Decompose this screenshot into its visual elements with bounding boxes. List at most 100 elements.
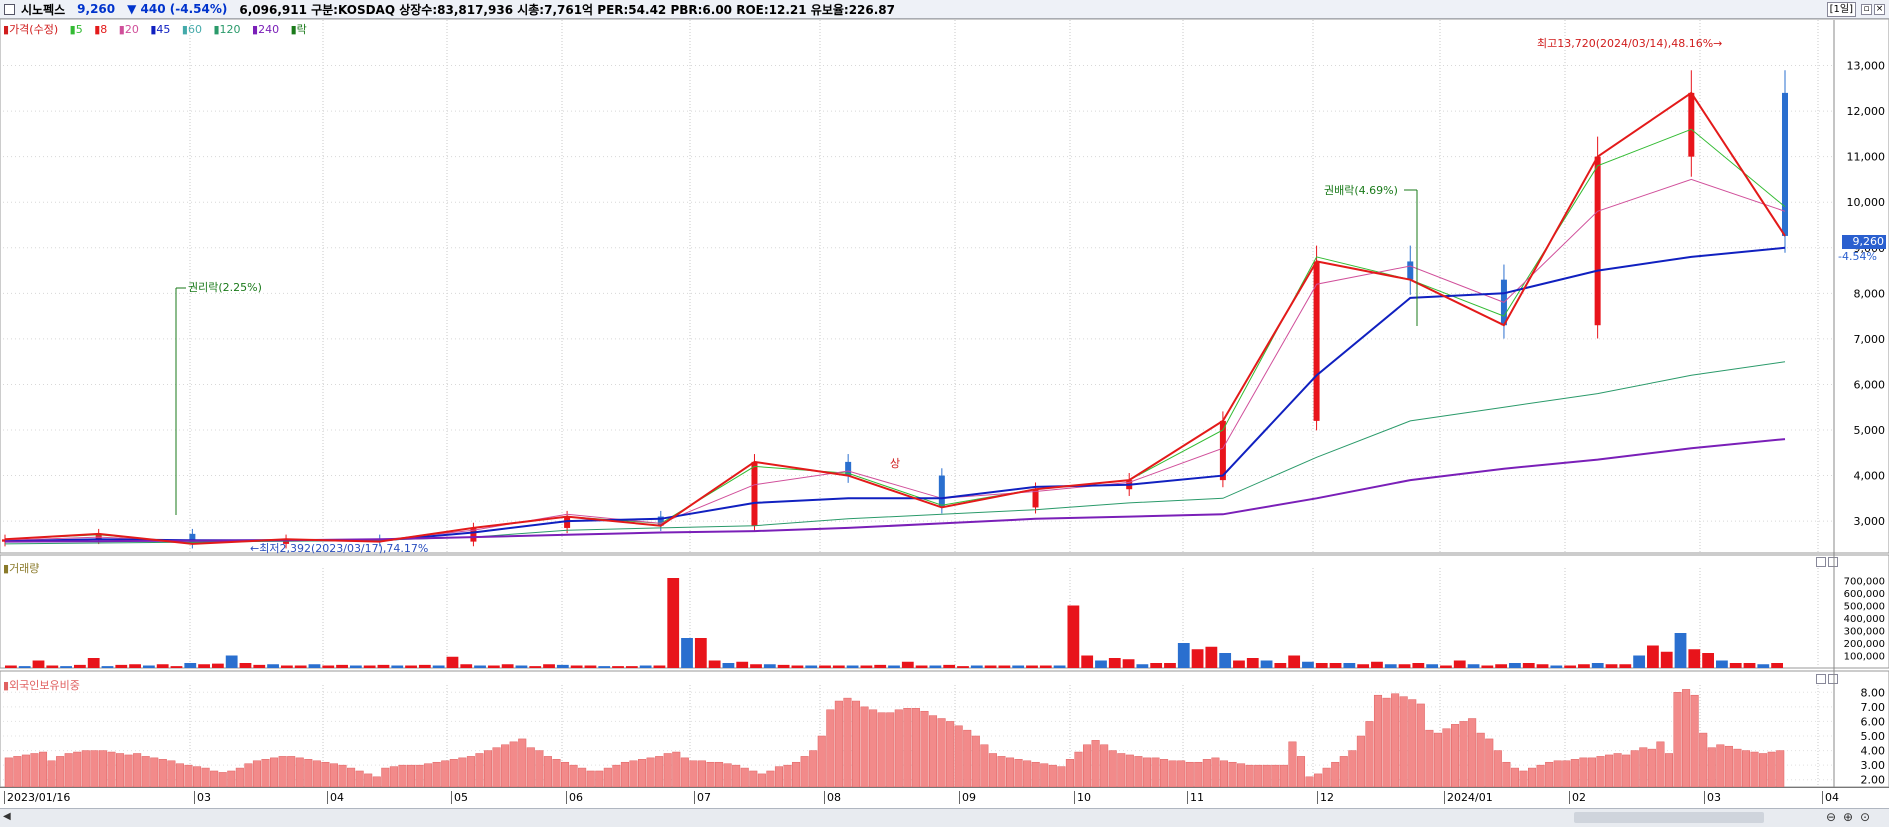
volume-bar xyxy=(129,664,141,668)
scroll-left-icon[interactable]: ◀ xyxy=(3,811,11,822)
foreign-bar xyxy=(1306,777,1314,787)
foreign-bar xyxy=(133,753,141,787)
foreign-bar xyxy=(1058,767,1066,787)
volume-bar xyxy=(943,665,955,668)
volume-bar xyxy=(1150,663,1162,668)
volume-y-tick: 600,000 xyxy=(1844,589,1885,600)
foreign-bar xyxy=(5,758,13,787)
foreign-bar xyxy=(313,761,321,787)
foreign-bar xyxy=(852,701,860,787)
x-tick-label: 03 xyxy=(194,791,211,804)
foreign-bar xyxy=(690,761,698,787)
foreign-bar xyxy=(441,761,449,787)
volume-bar xyxy=(1219,653,1231,668)
foreign-bar xyxy=(1023,761,1031,787)
foreign-bar xyxy=(1092,740,1100,787)
price-y-tick: 10,000 xyxy=(1847,196,1886,209)
volume-bar xyxy=(1330,663,1342,668)
foreign-bar xyxy=(1725,746,1733,787)
volume-y-tick: 300,000 xyxy=(1844,627,1885,638)
foreign-bar xyxy=(1588,758,1596,787)
volume-bar xyxy=(1702,653,1714,668)
foreign-bar xyxy=(784,765,792,787)
ma-line-20 xyxy=(5,179,1785,541)
foreign-bar xyxy=(91,751,99,787)
volume-y-tick: 500,000 xyxy=(1844,602,1885,613)
foreign-bar xyxy=(792,762,800,787)
zoom-in-icon[interactable]: ⊕ xyxy=(1843,810,1853,824)
ma-line-45 xyxy=(5,248,1785,541)
foreign-bar xyxy=(202,768,210,787)
foreign-bar xyxy=(655,756,663,787)
foreign-bar xyxy=(407,765,415,787)
foreign-bar xyxy=(373,777,381,787)
foreign-bar xyxy=(604,768,612,787)
x-tick-label: 12 xyxy=(1317,791,1334,804)
volume-bar xyxy=(1412,663,1424,668)
volume-bar xyxy=(1399,664,1411,668)
foreign-bar xyxy=(1545,762,1553,787)
volume-bar xyxy=(419,665,431,668)
foreign-bar xyxy=(1297,756,1305,787)
foreign-bar xyxy=(493,748,501,787)
foreign-bar xyxy=(527,748,535,787)
volume-bar xyxy=(102,666,114,668)
foreign-bar xyxy=(1177,761,1185,787)
volume-bar xyxy=(1233,661,1245,669)
zoom-out-icon[interactable]: ⊖ xyxy=(1826,810,1836,824)
foreign-bar xyxy=(14,756,22,787)
foreign-bar xyxy=(168,761,176,787)
ma-line-8 xyxy=(5,93,1785,544)
upper-limit-annotation: 상 xyxy=(890,455,900,471)
scroll-thumb[interactable] xyxy=(1574,812,1764,823)
volume-bar xyxy=(460,664,472,668)
foreign-bar xyxy=(972,736,980,787)
foreign-bar xyxy=(1220,761,1228,787)
volume-bar xyxy=(1357,664,1369,668)
volume-y-tick: 400,000 xyxy=(1844,614,1885,625)
volume-bar xyxy=(557,665,569,668)
foreign-bar xyxy=(1554,761,1562,787)
volume-bar xyxy=(1481,666,1493,669)
low-annotation: ←최저2,392(2023/03/17),74.17% xyxy=(250,540,428,556)
price-candle xyxy=(1595,157,1601,326)
foreign-bar xyxy=(998,756,1006,787)
foreign-bar xyxy=(553,759,561,787)
foreign-bar xyxy=(364,774,372,787)
foreign-bar xyxy=(1195,762,1203,787)
foreign-bar xyxy=(758,774,766,787)
volume-bar xyxy=(474,666,486,669)
price-candle xyxy=(1314,261,1320,420)
foreign-bar xyxy=(1520,771,1528,787)
foreign-bar xyxy=(142,756,150,787)
volume-bar xyxy=(1771,663,1783,668)
volume-bar xyxy=(433,666,445,669)
foreign-bar xyxy=(1528,768,1536,787)
foreign-bar xyxy=(570,765,578,787)
foreign-bar xyxy=(228,771,236,787)
ma-line-5 xyxy=(5,129,1785,543)
x-tick-label: 11 xyxy=(1187,791,1204,804)
foreign-bar xyxy=(253,761,261,787)
volume-bar xyxy=(1537,664,1549,668)
volume-bar xyxy=(240,663,252,668)
foreign-bar xyxy=(193,767,201,787)
zoom-reset-icon[interactable]: ⊙ xyxy=(1860,810,1870,824)
foreign-bar xyxy=(210,771,218,787)
volume-bar xyxy=(888,666,900,669)
volume-bar xyxy=(847,666,859,669)
volume-bar xyxy=(667,578,679,668)
scrollbar[interactable]: ◀ ▶ ⊖ ⊕ ⊙ xyxy=(0,808,1889,827)
ma-line-120 xyxy=(5,362,1785,544)
foreign-bar xyxy=(1571,759,1579,787)
x-tick-label: 06 xyxy=(566,791,583,804)
volume-bar xyxy=(1509,663,1521,668)
volume-bar xyxy=(1675,633,1687,668)
foreign-bar xyxy=(613,765,621,787)
foreign-bar xyxy=(1331,762,1339,787)
foreign-bar xyxy=(647,758,655,787)
foreign-bar xyxy=(1665,753,1673,787)
current-price-tag: 9,260 xyxy=(1842,235,1886,249)
rights-off-annotation: 권리락(2.25%) xyxy=(188,279,262,295)
